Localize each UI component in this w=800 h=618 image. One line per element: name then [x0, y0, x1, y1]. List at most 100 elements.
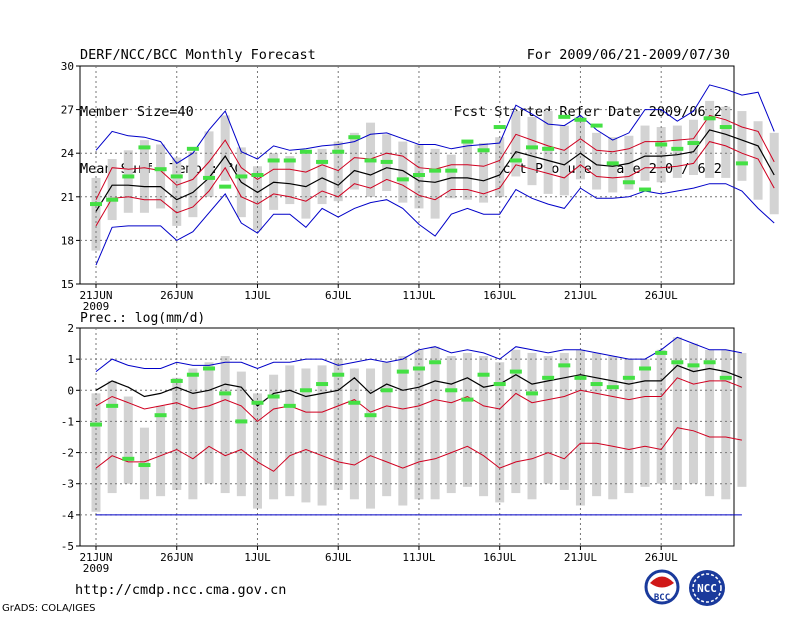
temp-ensemble-marker	[396, 177, 409, 182]
temp-x-tick-label: 16JUL	[483, 289, 516, 302]
prec-range-bar	[123, 396, 133, 484]
temp-y-tick-label: 15	[61, 278, 74, 291]
temp-range-bar	[543, 111, 553, 194]
prec-range-bar	[236, 371, 246, 497]
prec-ensemble-marker	[348, 400, 361, 405]
prec-range-bar	[446, 356, 456, 494]
temp-range-bar	[705, 100, 715, 178]
prec-lower-spread-line	[95, 427, 742, 472]
temp-range-bar	[139, 140, 149, 213]
temp-ensemble-marker	[138, 145, 151, 150]
prec-ensemble-marker	[380, 388, 393, 393]
temp-x-tick-label: 26JUN	[160, 289, 193, 302]
prec-y-tick-label: -3	[61, 478, 74, 491]
prec-ensemble-marker	[590, 382, 603, 387]
prec-range-bar	[688, 343, 698, 484]
temp-x-tick-label: 21JUL	[564, 289, 597, 302]
prec-panel-title: Prec.: log(mm/d)	[80, 311, 205, 326]
prec-range-bar	[156, 405, 166, 497]
prec-range-bar	[495, 362, 505, 503]
prec-ensemble-marker	[655, 350, 668, 355]
prec-y-tick-label: 1	[67, 353, 74, 366]
prec-range-bar	[640, 359, 650, 487]
prec-x-tick-label: 26JUL	[645, 551, 678, 564]
prec-ensemble-marker	[299, 388, 312, 393]
forecast-title: DERF/NCC/BCC Monthly Forecast	[80, 47, 316, 63]
prec-ensemble-marker	[477, 372, 490, 377]
prec-ensemble-marker	[138, 463, 151, 468]
prec-x-tick-label: 6JUL	[325, 551, 352, 564]
temp-range-bar	[527, 116, 537, 186]
prec-ensemble-marker	[106, 403, 119, 408]
temp-ensemble-marker	[445, 168, 458, 173]
temp-ensemble-marker	[186, 146, 199, 151]
temp-x-tick-label: 1JUL	[244, 289, 271, 302]
prec-ensemble-marker	[332, 372, 345, 377]
grads-credit: GrADS: COLA/IGES	[2, 603, 96, 614]
temp-ensemble-marker	[170, 174, 183, 179]
temp-ensemble-marker	[122, 174, 135, 179]
temp-ensemble-marker	[154, 167, 167, 172]
prec-ensemble-marker	[251, 400, 264, 405]
temp-ensemble-marker	[606, 161, 619, 166]
temp-ensemble-marker	[380, 159, 393, 164]
prec-ensemble-marker	[267, 394, 280, 399]
temp-maximum-line	[95, 84, 775, 165]
temp-ensemble-marker	[477, 148, 490, 153]
prec-ensemble-marker	[703, 360, 716, 365]
prec-ensemble-marker	[687, 363, 700, 368]
prec-ensemble-marker	[622, 375, 635, 380]
prec-x-tick-label: 26JUN	[160, 551, 193, 564]
prec-plot-frame	[79, 327, 735, 547]
prec-ensemble-marker	[283, 403, 296, 408]
prec-ensemble-marker	[429, 360, 442, 365]
temp-range-bar	[446, 154, 456, 199]
prec-range-bar	[608, 356, 618, 500]
prec-range-bar	[656, 349, 666, 484]
forecast-period: For 2009/06/21-2009/07/30	[526, 47, 730, 63]
prec-ensemble-marker	[154, 413, 167, 418]
temp-ensemble-marker	[299, 149, 312, 154]
temp-y-tick-label: 30	[61, 60, 74, 73]
prec-range-bar	[430, 346, 440, 500]
temp-range-bar	[462, 143, 472, 200]
temp-range-bar	[430, 148, 440, 219]
prec-y-tick-label: -4	[61, 509, 75, 522]
temp-range-bar	[317, 148, 327, 205]
temp-x-tick-label: 11JUL	[402, 289, 435, 302]
temp-ensemble-marker	[574, 117, 587, 122]
prec-range-bar	[737, 352, 747, 487]
prec-range-bar	[349, 368, 359, 500]
prec-ensemble-marker	[719, 375, 732, 380]
prec-range-bar	[543, 356, 553, 484]
prec-ensemble-marker	[235, 419, 248, 424]
prec-ensemble-marker	[219, 391, 232, 396]
ncc-logo-disc	[689, 570, 725, 606]
temp-ensemble-marker	[219, 184, 232, 189]
temp-ensemble-marker	[542, 146, 555, 151]
prec-x-tick-label: 1JUL	[244, 551, 271, 564]
temp-ensemble-marker	[719, 125, 732, 130]
prec-ensemble-marker	[364, 413, 377, 418]
temp-ensemble-marker	[639, 187, 652, 192]
temp-ensemble-marker	[687, 141, 700, 146]
temp-range-bar	[123, 150, 133, 213]
prec-ensemble-marker	[639, 366, 652, 371]
temp-ensemble-marker	[590, 123, 603, 128]
prec-range-bar	[479, 356, 489, 497]
temp-ensemble-marker	[655, 142, 668, 147]
prec-range-bar	[252, 393, 262, 509]
temp-range-bar	[656, 127, 666, 183]
prec-ensemble-marker	[509, 369, 522, 374]
prec-range-bar	[301, 368, 311, 503]
prec-x-tick-label: 21JUN	[79, 551, 112, 564]
ncc-logo-ring	[692, 573, 722, 603]
prec-range-bar	[559, 352, 569, 490]
temp-minimum-line	[95, 183, 775, 266]
prec-range-bar	[462, 352, 472, 487]
temp-range-bar	[398, 141, 408, 203]
temp-range-bar	[624, 135, 634, 190]
prec-range-bar	[220, 356, 230, 494]
bcc-logo-emblem	[650, 576, 674, 588]
